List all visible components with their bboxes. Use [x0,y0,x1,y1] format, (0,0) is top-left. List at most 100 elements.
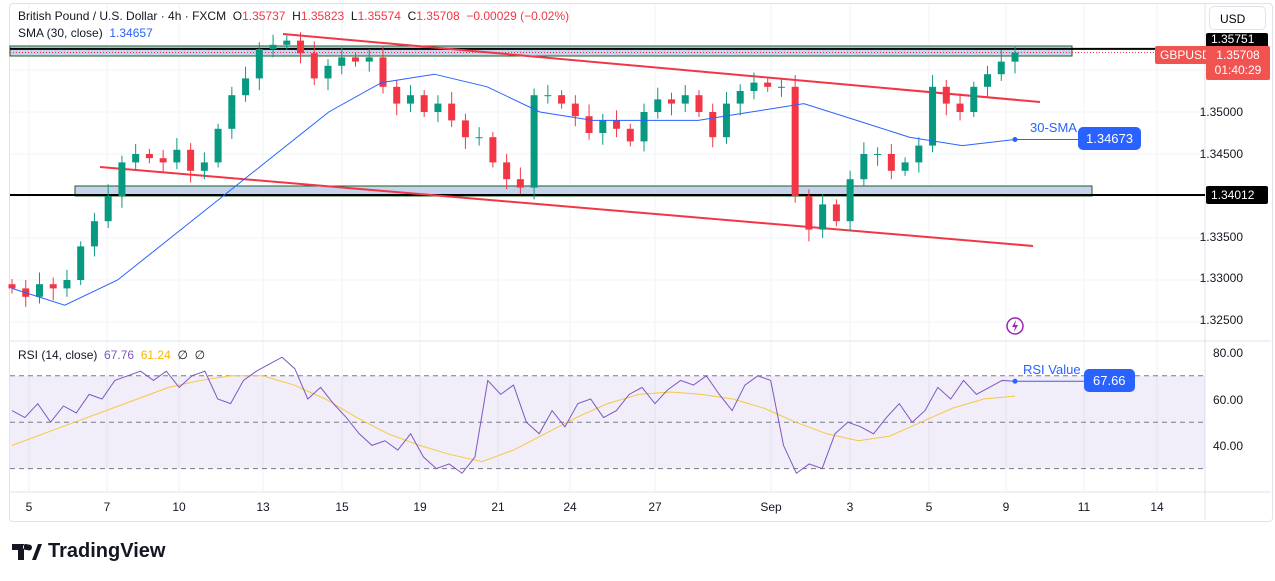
candle-bearish [805,196,813,230]
support-zone [74,185,1093,197]
candle-bullish [722,103,730,138]
sma-30-line [11,73,1016,306]
rsi-ma-legend-value: 61.24 [140,348,171,362]
symbol-legend[interactable]: British Pound / U.S. Dollar · 4h · FXCM … [18,9,569,23]
candle-bullish [654,99,662,112]
candle-bullish [929,86,937,146]
candle-bullish [640,112,648,142]
empty-set-icon: ∅ [194,348,206,362]
open-label: O [232,9,243,23]
candle-bullish [214,128,222,163]
open-value: 1.35737 [242,9,286,23]
candle-bearish [503,162,511,180]
candle-bullish [406,95,414,104]
candle-bullish [1011,52,1019,62]
price-tick: 1.33000 [1199,271,1243,285]
candle-bullish [915,145,923,163]
change-value: −0.00029 (−0.02%) [466,9,570,23]
candle-bearish [832,204,840,222]
close-label: C [407,9,417,23]
currency-button[interactable]: USD [1209,6,1266,30]
time-tick: 7 [103,500,111,514]
candle-bullish [846,179,854,222]
brand-name: TradingView [48,540,166,562]
candle-bullish [434,103,442,112]
channel-upper-trendline [282,33,1041,103]
time-tick: 3 [846,500,854,514]
candle-bearish [887,154,895,171]
low-label: L [350,9,358,23]
candle-bearish [420,95,428,112]
candle-bullish [544,95,552,97]
candle-bearish [626,128,634,142]
channel-lower-trendline [99,166,1034,247]
chart-frame [9,3,1273,522]
candle-bullish [681,95,689,104]
candle-bullish [599,120,607,133]
tradingview-logo[interactable]: TradingView [12,540,165,563]
time-tick: 21 [491,500,505,514]
candle-bullish [984,74,992,87]
candle-bearish [956,103,964,112]
candle-bullish [283,40,291,45]
sma-annotation-value: 1.34673 [1078,127,1141,150]
candle-bullish [118,162,126,196]
close-value: 1.35708 [416,9,460,23]
candle-bullish [530,95,538,188]
candle-bullish [228,95,236,129]
candle-bullish [35,284,43,297]
candle-bullish [255,49,263,79]
candle-bullish [736,91,744,104]
time-tick: 15 [335,500,349,514]
time-tick: 10 [172,500,186,514]
price-tick: 1.34500 [1199,147,1243,161]
symbol-title: British Pound / U.S. Dollar · 4h · FXCM [18,9,227,23]
candle-bearish [695,95,703,112]
candle-bullish [324,65,332,79]
candle-bearish [351,57,359,62]
high-value: 1.35823 [300,9,345,23]
rsi-annotation-dot [1012,378,1018,384]
rsi-annotation-value: 67.66 [1084,369,1135,392]
candle-bearish [187,149,195,171]
last-price-tag: 1.35708 01:40:29 [1206,46,1270,80]
time-tick: 27 [648,500,662,514]
sma-annotation-label: 30-SMA [1030,120,1077,135]
candle-bullish [901,162,909,171]
rsi-tick: 40.00 [1212,439,1243,453]
candle-bearish [942,86,950,104]
candle-bearish [489,137,497,163]
time-tick: 14 [1150,500,1164,514]
candle-bearish [791,86,799,196]
candle-bullish [819,204,827,230]
candle-bullish [777,86,785,88]
candle-bearish [145,154,153,159]
resistance-price-label: 1.35751 [1206,33,1268,47]
candle-bullish [475,137,483,139]
time-tick: 5 [25,500,33,514]
candle-bearish [668,99,676,104]
tradingview-logo-icon [12,543,42,560]
resistance-zone [9,45,1073,57]
candle-bullish [997,61,1005,75]
candle-bearish [558,95,566,104]
candle-bullish [173,149,181,163]
candle-bearish [613,120,621,129]
rsi-legend[interactable]: RSI (14, close) 67.76 61.24 ∅ ∅ [18,348,205,362]
rsi-tick: 80.00 [1212,346,1243,360]
high-label: H [292,9,301,23]
symbol-tag: GBPUSD [1155,46,1216,64]
candle-bullish [242,78,250,96]
sma-legend-value: 1.34657 [109,26,153,40]
price-tick: 1.35000 [1199,105,1243,119]
candle-bullish [970,86,978,112]
candle-bearish [297,40,305,54]
sma-legend-label: SMA (30, close) [18,26,103,40]
candle-bullish [860,154,868,180]
time-tick: 5 [925,500,933,514]
candle-bearish [393,86,401,104]
candle-bearish [448,103,456,121]
sma-legend[interactable]: SMA (30, close) 1.34657 [18,26,153,40]
